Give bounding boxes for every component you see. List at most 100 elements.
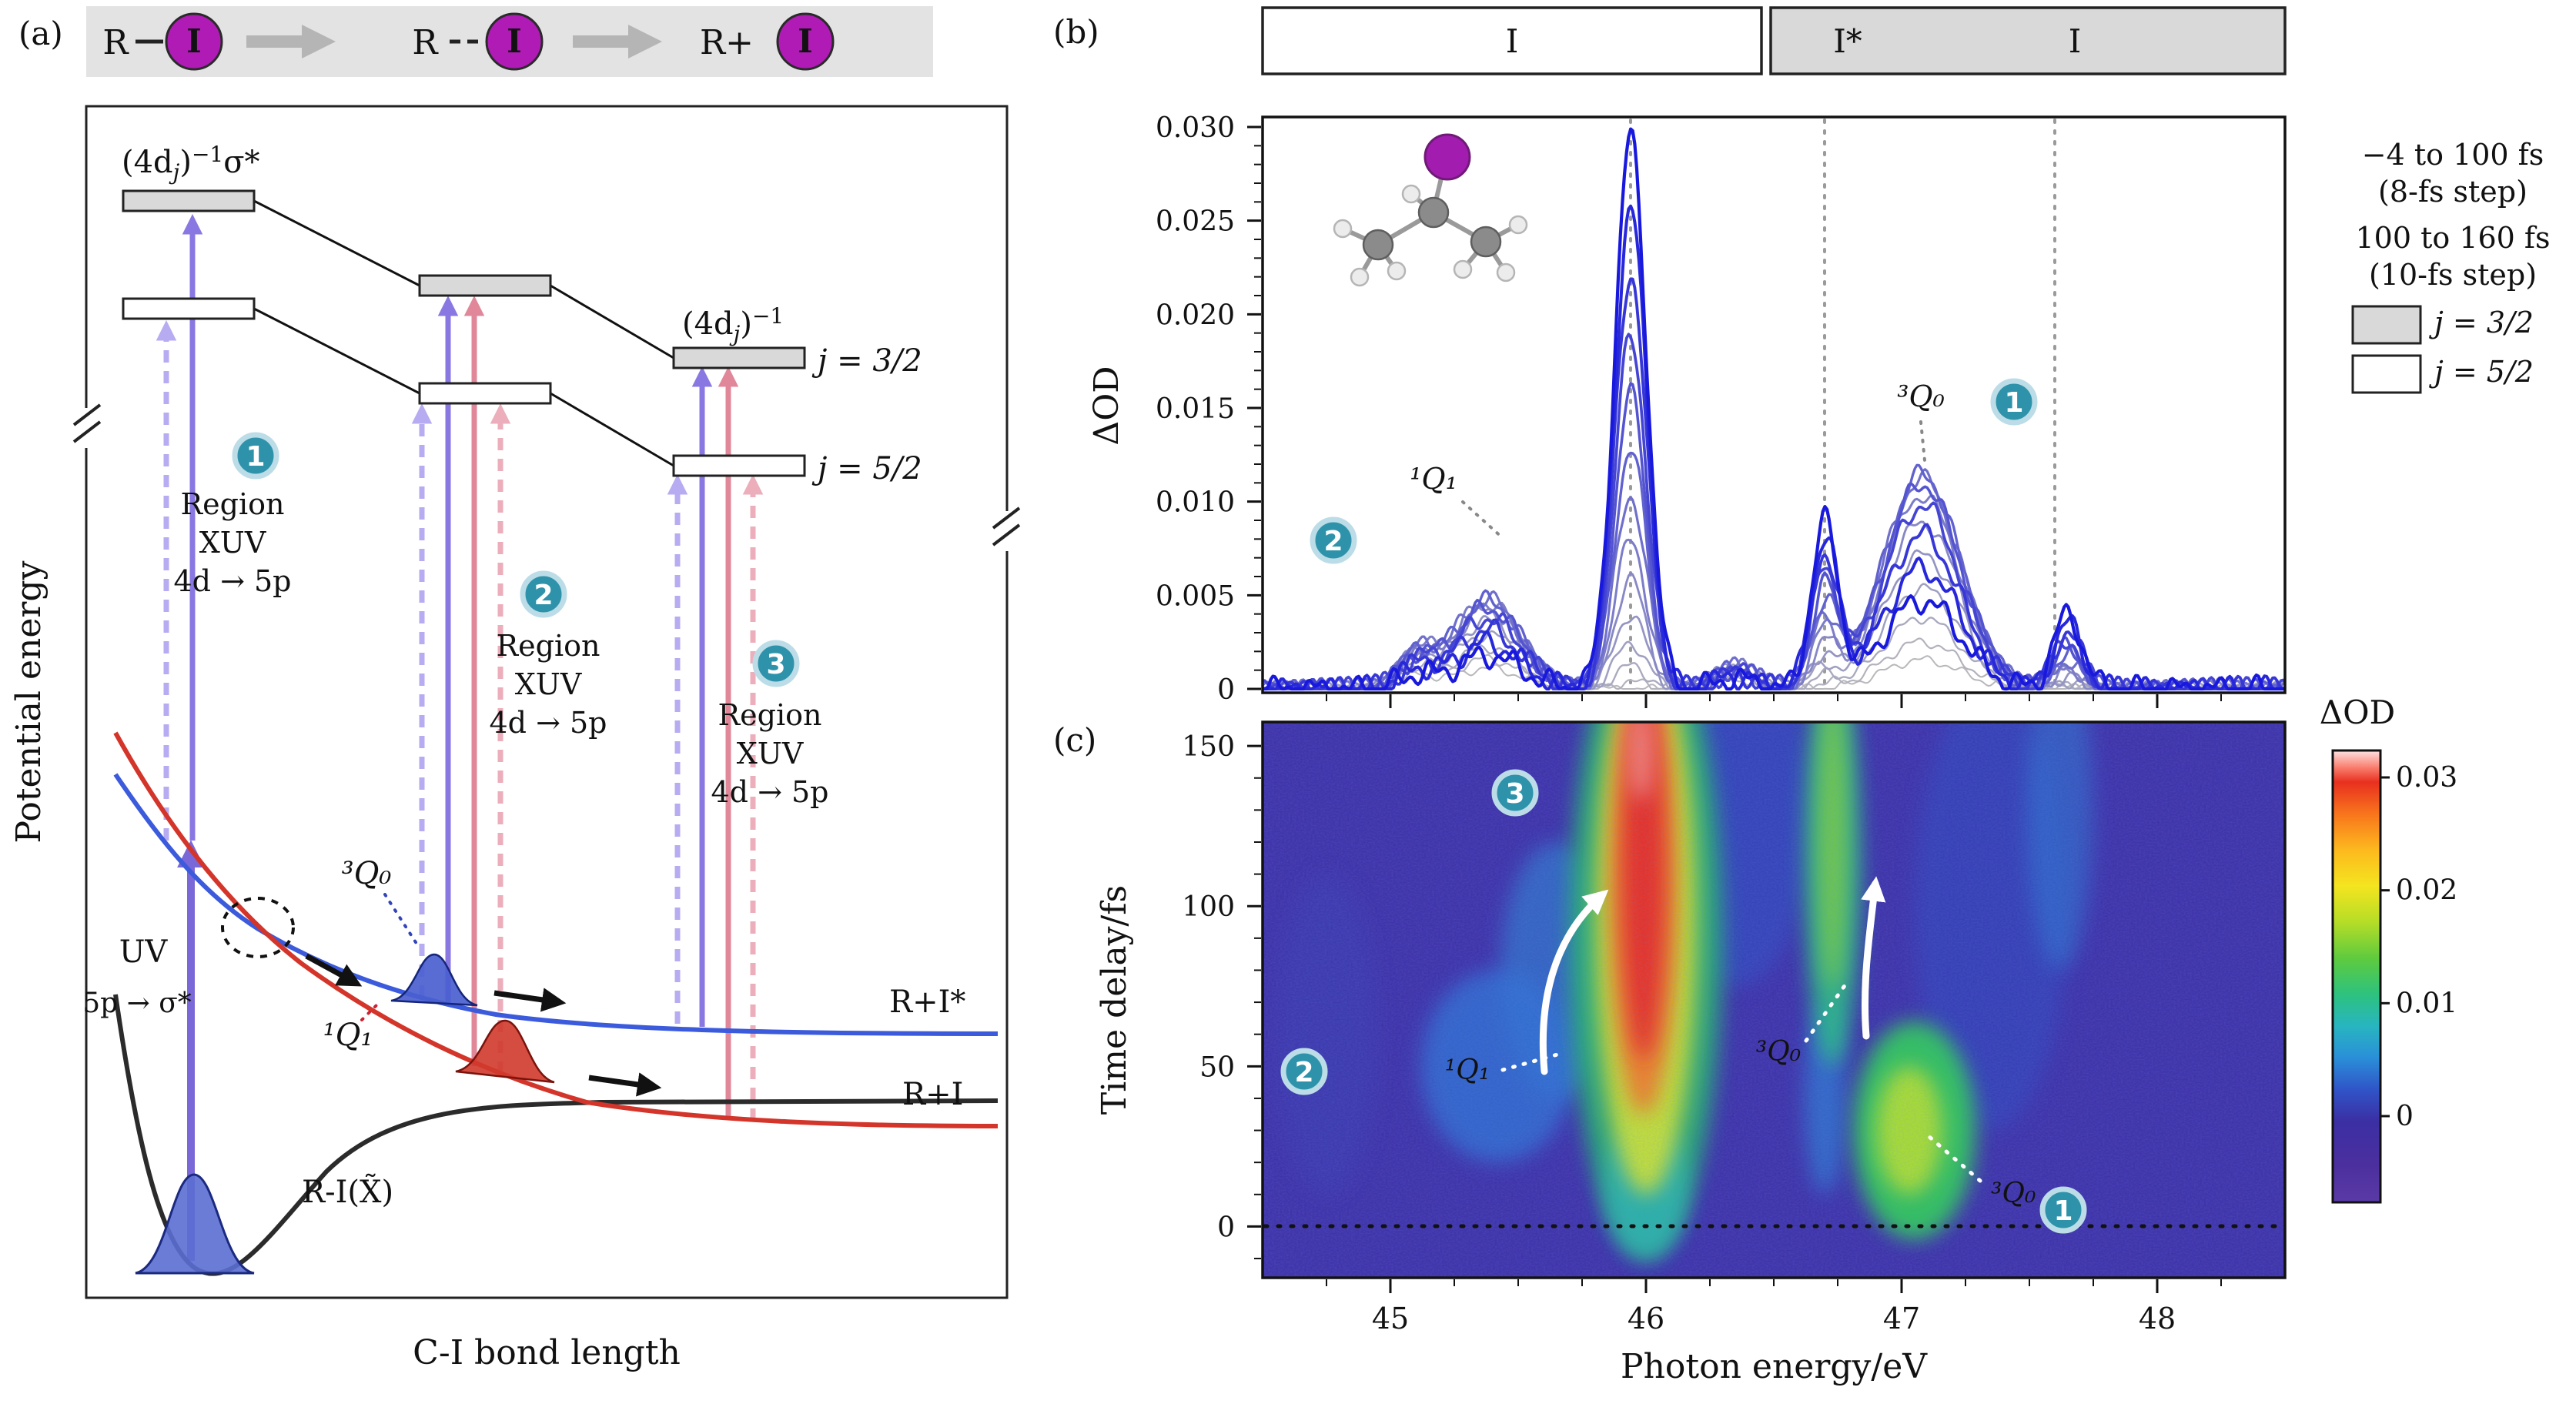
spectra-plot-bg [1263,117,2285,693]
b-ytick-label: 0.020 [1156,299,1235,331]
badge-b2: 2 [1310,516,1357,564]
energy-levels [122,189,806,477]
region3-line2: XUV [737,737,804,770]
b-ytick-label: 0 [1217,674,1235,706]
panel-b-region-strip: I I* I [1261,6,2287,75]
legend-j52-label: j = 5/2 [2429,355,2534,389]
legend-swatch-j32 [2351,305,2422,345]
region1-line3: 4d → 5p [173,564,291,598]
panel-a-xlabel: C-I bond length [413,1333,681,1372]
level-core-excited-mid-white [418,382,552,405]
q1-pointer-line-c [1500,1051,1565,1072]
core-excited-label-left: (4dj)−1σ* [122,142,260,185]
c-xtick-label: 46 [1628,1302,1664,1335]
level-core-excited-left-white [122,297,256,320]
q1-state-label: ¹Q₁ [323,1018,373,1053]
strip-box-I [1261,6,1763,75]
arrow-right-icon [246,25,336,58]
q3-state-label: ³Q₀ [342,856,392,891]
strip-I2-label: I [2069,22,2082,60]
region3-line1: Region [718,698,822,732]
badge-region3: 3 [752,640,800,687]
molecule-inset [1333,133,1528,287]
legend-range1: −4 to 100 fs [2362,138,2544,172]
strip-r-right: R+ [700,23,754,62]
colorbar-tick-label: 0.03 [2396,762,2457,794]
iodine-atom-icon [165,12,223,71]
q3-pointer-line-b [1919,420,1926,462]
ground-state-label: R-I(X̃) [302,1174,393,1210]
c-xtick-label: 47 [1883,1302,1920,1335]
panel-a: (a) R I R I R+ I [9,6,1021,1372]
colorbar-tick-label: 0.02 [2396,875,2457,907]
c-xtick-label: 45 [1372,1302,1409,1335]
delay-legend: −4 to 100 fs (8-fs step) 100 to 160 fs (… [2351,138,2551,394]
strip-r-left: R [102,23,129,62]
spectrum-curve-13 [1263,127,2284,691]
panel-b-label: (b) [1053,13,1099,51]
badge-region2: 2 [520,570,567,618]
panel-a-ylabel: Potential energy [9,560,49,843]
legend-swatch-j52 [2351,354,2422,394]
badge-1-number: 1 [246,441,265,473]
q1-wavepacket [455,1019,555,1084]
reaction-strip: R I R I R+ I [86,6,933,77]
b-ytick-label: 0.015 [1156,393,1235,425]
q3-annotation-b: ³Q₀ [1897,379,1945,413]
c-xtick-label: 48 [2139,1302,2176,1335]
badge-1-number-c: 1 [2053,1195,2073,1227]
panel-c-ylabel: Time delay/fs [1095,885,1134,1115]
region1-line2: XUV [199,526,266,560]
core-excited-label-right: (4dj)−1 [682,303,784,346]
curve-crossing-circle [221,897,295,958]
region1-text: Region XUV 4d → 5p [173,487,291,598]
strip-I-label: I [1506,22,1519,60]
j32-label: j = 3/2 [811,343,922,379]
iodine-atom-icon [776,12,835,71]
panel-a-label: (a) [18,15,63,52]
badge-1-number-b: 1 [2004,387,2023,419]
r-plus-i-label: R+I [902,1077,963,1112]
heatmap-axes: 0 50 100 150 45 46 47 48 [1182,731,2222,1335]
level-core-excited-mid-gray [418,274,552,297]
q3-upper-annotation-c: ³Q₀ [1756,1036,1801,1068]
badge-3-number-c: 3 [1505,778,1524,810]
strip-box-Istar-I [1769,6,2287,75]
q3-lower-pointer-line-c [1921,1129,1982,1183]
legend-step2: (10-fs step) [2369,258,2537,292]
colorbar-tick-label: 0.01 [2396,988,2457,1019]
transition-arrows [156,214,764,1261]
c-ytick-label: 50 [1199,1051,1235,1083]
region2-line2: XUV [515,667,582,701]
c-ytick-label: 0 [1217,1212,1235,1243]
strip-Istar-label: I* [1833,22,1862,60]
spectra-axes: 0 0.005 0.010 0.015 0.020 0.025 0.030 [1156,112,2222,708]
badge-2-number-b: 2 [1323,526,1343,557]
uv-label: UV [119,934,169,970]
q1-annotation-c: ¹Q₁ [1445,1055,1490,1086]
colorbar: ΔOD 0.03 0.02 0.01 0 [2320,694,2457,1204]
badge-c1: 1 [2039,1186,2087,1234]
atomic-line-guides [1629,119,2056,692]
level-core-excited-right-gray [672,346,806,369]
iodine-atom-icon [1423,133,1471,181]
heatmap-frame [1261,720,2287,1279]
motion-arrows [305,953,662,1097]
panel-b-ylabel: ΔOD [1087,366,1126,445]
badge-2-number: 2 [534,580,553,611]
strip-r-mid: R [412,23,439,62]
c-ytick-label: 150 [1182,731,1235,763]
badge-3-number: 3 [766,649,785,680]
iodine-label: I [507,22,522,60]
q3-upper-pointer-line-c [1804,977,1852,1043]
iodine-label: I [186,22,202,60]
carbon-atoms [1362,196,1502,261]
q3-pointer-line [383,893,421,950]
spectra-curves [1263,127,2284,691]
b-ytick-label: 0.010 [1156,487,1235,519]
panel-c-label: (c) [1053,721,1096,759]
badge-region1: 1 [232,432,279,480]
